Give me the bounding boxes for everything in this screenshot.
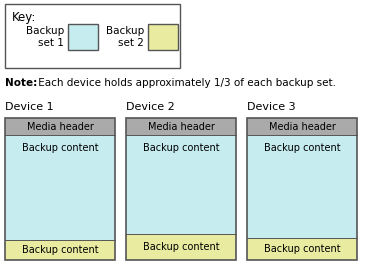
Bar: [5, 4, 180, 68]
Text: Note:: Note:: [5, 78, 37, 88]
Bar: [5, 118, 115, 260]
Text: Device 1: Device 1: [5, 102, 54, 112]
Text: Media header: Media header: [26, 121, 94, 131]
Text: Backup
set 1: Backup set 1: [26, 26, 64, 48]
Bar: [247, 118, 357, 260]
Text: Backup content: Backup content: [22, 245, 98, 255]
Text: Media header: Media header: [148, 121, 214, 131]
Text: Backup content: Backup content: [143, 143, 219, 153]
Bar: [247, 238, 357, 260]
Text: Backup content: Backup content: [264, 244, 340, 254]
Bar: [247, 118, 357, 135]
Text: Media header: Media header: [269, 121, 335, 131]
Bar: [5, 240, 115, 260]
Bar: [5, 118, 115, 260]
Bar: [126, 234, 236, 260]
Bar: [126, 118, 236, 260]
Text: Device 2: Device 2: [126, 102, 175, 112]
Text: Backup content: Backup content: [264, 143, 340, 153]
Bar: [126, 118, 236, 260]
Text: Key:: Key:: [12, 11, 36, 24]
Text: Device 3: Device 3: [247, 102, 296, 112]
Bar: [5, 135, 115, 240]
Text: Backup content: Backup content: [143, 242, 219, 252]
Bar: [126, 118, 236, 135]
Bar: [247, 118, 357, 260]
Bar: [5, 118, 115, 135]
Text: Each device holds approximately 1/3 of each backup set.: Each device holds approximately 1/3 of e…: [35, 78, 336, 88]
Text: Backup content: Backup content: [22, 143, 98, 153]
Bar: [126, 135, 236, 234]
Bar: [148, 24, 178, 50]
Text: Backup
set 2: Backup set 2: [106, 26, 144, 48]
Bar: [68, 24, 98, 50]
Bar: [247, 135, 357, 238]
